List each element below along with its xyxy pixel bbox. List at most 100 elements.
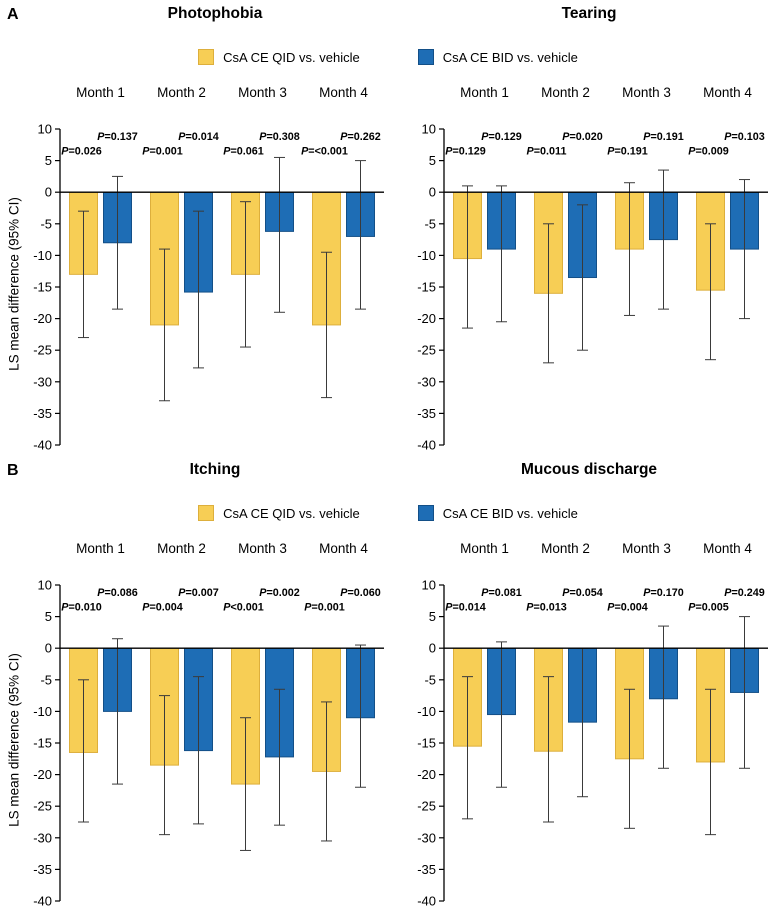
p-value-label: P=0.026 — [61, 146, 102, 158]
month-label: Month 1 — [76, 85, 125, 100]
p-value-label: P=0.013 — [526, 602, 567, 614]
month-label: Month 4 — [319, 85, 368, 100]
y-tick-label: -15 — [33, 736, 52, 751]
y-tick-label: -40 — [33, 438, 52, 452]
month-label: Month 1 — [460, 541, 509, 556]
y-tick-label: -25 — [33, 343, 52, 358]
month-label: Month 4 — [703, 541, 752, 556]
p-value-label: P=0.103 — [724, 131, 765, 143]
p-value-label: P=0.002 — [259, 587, 300, 599]
y-tick-label: -20 — [417, 767, 436, 782]
chart-title-mucous-discharge: Mucous discharge — [520, 461, 658, 478]
month-label: Month 1 — [76, 541, 125, 556]
y-tick-label: -35 — [417, 406, 436, 421]
p-value-label: P=0.129 — [481, 131, 522, 143]
month-label: Month 3 — [622, 541, 671, 556]
month-label: Month 3 — [238, 85, 287, 100]
y-tick-label: -10 — [33, 704, 52, 719]
p-value-label: P=0.001 — [304, 602, 345, 614]
y-tick-label: 0 — [429, 185, 436, 200]
y-tick-label: -10 — [417, 248, 436, 263]
y-tick-label: 0 — [45, 641, 52, 656]
chart-itching: 10 5 0 -5 -10 -15 -20 -25 -30 -35 -40 Month 1 Month … — [33, 541, 384, 907]
y-axis-label: LS mean difference (95% CI) — [6, 196, 22, 371]
y-tick-label: 5 — [429, 153, 436, 168]
p-value-label: P=0.137 — [97, 131, 138, 143]
legend-item-bid: CsA CE BID vs. vehicle — [417, 49, 578, 65]
titles-row: Itching Mucous discharge — [0, 456, 776, 479]
p-value-label: P=0.249 — [724, 587, 765, 599]
legend-label-qid: CsA CE QID vs. vehicle — [223, 505, 360, 521]
y-axis-label: LS mean difference (95% CI) — [6, 652, 22, 827]
y-tick-label: -15 — [33, 280, 52, 295]
p-value-label: P=0.191 — [643, 131, 684, 143]
month-label: Month 3 — [622, 85, 671, 100]
legend-swatch-qid — [198, 505, 215, 521]
p-value-label: P=0.007 — [178, 587, 219, 599]
y-tick-label: 5 — [45, 609, 52, 624]
chart-title-itching: Itching — [189, 461, 241, 478]
y-tick-label: -20 — [33, 311, 52, 326]
p-value-label: P=0.005 — [688, 602, 729, 614]
month-label: Month 2 — [157, 85, 206, 100]
p-value-label: P=0.001 — [142, 146, 183, 158]
legend-item-qid: CsA CE QID vs. vehicle — [198, 505, 360, 521]
y-tick-label: 0 — [45, 185, 52, 200]
y-tick-label: -25 — [417, 343, 436, 358]
legend-swatch-qid — [198, 49, 215, 65]
chart-title-tearing: Tearing — [561, 5, 617, 22]
y-tick-label: 5 — [45, 153, 52, 168]
month-label: Month 2 — [157, 541, 206, 556]
y-tick-label: 10 — [422, 122, 436, 137]
y-tick-label: -40 — [417, 438, 436, 452]
legend-swatch-bid — [417, 505, 434, 521]
y-tick-label: -25 — [417, 799, 436, 814]
y-tick-label: -10 — [417, 704, 436, 719]
y-tick-label: -35 — [33, 406, 52, 421]
p-value-label: P=0.020 — [562, 131, 603, 143]
chart-mucous-discharge: 10 5 0 -5 -10 -15 -20 -25 -30 -35 -40 Month 1 Month … — [417, 541, 768, 908]
month-label: Month 2 — [541, 85, 590, 100]
y-tick-label: -5 — [424, 216, 436, 231]
month-label: Month 4 — [703, 85, 752, 100]
y-tick-label: 10 — [422, 578, 436, 593]
p-value-label: P=0.262 — [340, 131, 381, 143]
month-label: Month 2 — [541, 541, 590, 556]
p-value-label: P=0.170 — [643, 587, 684, 599]
y-tick-label: -20 — [33, 767, 52, 782]
y-tick-label: 5 — [429, 609, 436, 624]
p-value-label: P=<0.001 — [301, 146, 348, 158]
y-tick-label: -40 — [417, 894, 436, 908]
y-axis-label-container: LS mean difference (95% CI) — [0, 79, 28, 451]
legend-label-qid: CsA CE QID vs. vehicle — [223, 49, 360, 65]
p-value-label: P=0.014 — [178, 131, 219, 143]
y-axis-label-container: LS mean difference (95% CI) — [0, 535, 28, 907]
y-tick-label: -35 — [417, 862, 436, 877]
panel-a: A Photophobia Tearing CsA CE QID vs. veh… — [0, 5, 776, 451]
p-value-label: P=0.011 — [527, 146, 567, 158]
p-value-label: P=0.308 — [259, 131, 300, 143]
charts-row: LS mean difference (95% CI) 10 5 0 -5 -10 -15… — [0, 79, 776, 451]
panel-b: B Itching Mucous discharge CsA CE QID vs… — [0, 456, 776, 912]
panel-label-b: B — [7, 462, 19, 479]
legend-label-bid: CsA CE BID vs. vehicle — [442, 49, 578, 65]
p-value-label: P=0.061 — [223, 146, 264, 158]
y-tick-label: -30 — [33, 374, 52, 389]
y-tick-label: -30 — [33, 830, 52, 845]
chart-tearing: 10 5 0 -5 -10 -15 -20 -25 -30 -35 -40 Month 1 Month … — [417, 85, 768, 452]
month-label: Month 3 — [238, 541, 287, 556]
p-value-label: P<0.001 — [223, 602, 264, 614]
p-value-label: P=0.014 — [445, 602, 486, 614]
p-value-label: P=0.060 — [340, 587, 381, 599]
y-tick-label: -25 — [33, 799, 52, 814]
y-tick-label: -20 — [417, 311, 436, 326]
month-label: Month 1 — [460, 85, 509, 100]
legend: CsA CE QID vs. vehicle CsA CE BID vs. ve… — [0, 49, 776, 65]
y-tick-label: -5 — [40, 216, 52, 231]
charts-row: LS mean difference (95% CI) 10 5 0 -5 -10 -15… — [0, 535, 776, 907]
y-tick-label: 10 — [38, 578, 52, 593]
p-value-label: P=0.129 — [445, 146, 486, 158]
chart-title-photophobia: Photophobia — [167, 5, 263, 22]
legend: CsA CE QID vs. vehicle CsA CE BID vs. ve… — [0, 505, 776, 521]
legend-item-bid: CsA CE BID vs. vehicle — [417, 505, 578, 521]
